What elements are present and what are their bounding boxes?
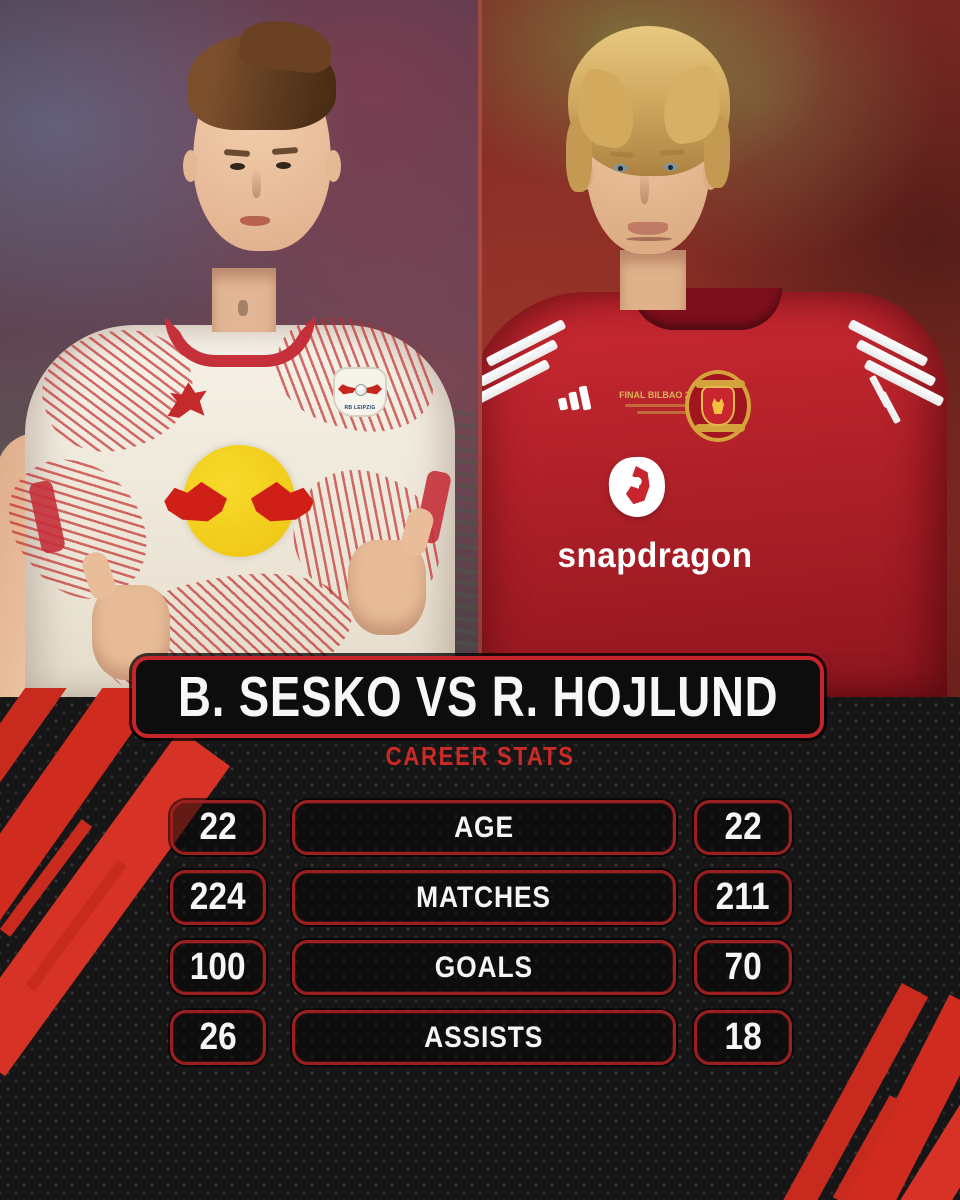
match-detail-bar	[625, 404, 699, 407]
photo-divider	[478, 0, 482, 697]
red-bull-left	[164, 481, 227, 522]
right-stat-value-pill: 70	[694, 940, 792, 995]
stat-label-pill: AGE	[292, 800, 676, 855]
stat-label: MATCHES	[416, 880, 552, 914]
stat-label: AGE	[454, 810, 514, 844]
pupil	[618, 166, 623, 171]
stat-value: 211	[716, 876, 770, 918]
left-stat-value-pill: 100	[170, 940, 266, 995]
crest-label: RB LEIPZIG	[344, 405, 376, 411]
right-player-jersey: FINAL BILBAO 2025 snapdragon	[482, 288, 947, 697]
right-player-neck	[620, 250, 686, 310]
snapdragon-wordmark: snapdragon	[557, 536, 753, 575]
right-stat-value-pill: 22	[694, 800, 792, 855]
right-stat-value-pill: 211	[694, 870, 792, 925]
mouth	[628, 222, 668, 235]
right-player-photo: FINAL BILBAO 2025 snapdragon	[482, 0, 960, 697]
eye	[230, 163, 245, 170]
crest-devil	[712, 398, 724, 414]
crest-shield	[701, 386, 735, 426]
stat-label-pill: MATCHES	[292, 870, 676, 925]
adidas-logo-icon	[568, 391, 580, 411]
red-bull-logo-icon	[164, 445, 295, 557]
stat-value: 224	[190, 876, 246, 918]
lip-shadow	[626, 237, 672, 241]
section-subtitle: CAREER STATS	[385, 741, 575, 771]
pupil	[668, 165, 673, 170]
stat-label-pill: GOALS	[292, 940, 676, 995]
adidas-logo-icon	[557, 397, 569, 411]
match-label: FINAL BILBAO 2025	[619, 390, 705, 400]
manchester-united-crest-icon	[685, 370, 751, 442]
stat-label: ASSISTS	[424, 1020, 544, 1054]
eye	[664, 163, 677, 171]
left-stat-value-pill: 26	[170, 1010, 266, 1065]
snapdragon-logo-icon	[607, 455, 667, 519]
adidas-logo-icon	[578, 385, 592, 411]
stat-value: 100	[190, 946, 246, 988]
stat-label-pill: ASSISTS	[292, 1010, 676, 1065]
left-player-photo: RB LEIPZIG	[0, 0, 478, 697]
red-slashes-left-decoration	[0, 688, 230, 1077]
red-slashes-right-decoration	[783, 982, 960, 1200]
crest-bull	[338, 384, 356, 395]
sleeve-sponsor-logo-icon	[878, 390, 902, 425]
left-stat-value-pill: 224	[170, 870, 266, 925]
neck-tattoo	[238, 300, 248, 316]
nose	[252, 168, 261, 198]
rb-leipzig-crest-icon: RB LEIPZIG	[333, 367, 387, 417]
stat-label: GOALS	[434, 950, 534, 984]
mouth	[240, 216, 270, 226]
stat-value: 22	[724, 806, 762, 848]
right-stat-value-pill: 18	[694, 1010, 792, 1065]
crest-banner	[695, 380, 745, 388]
page-title: B. SESKO VS R. HOJLUND	[177, 665, 779, 729]
eye	[614, 164, 627, 172]
nose	[640, 170, 649, 204]
ear	[183, 150, 198, 182]
ear	[326, 150, 341, 182]
stat-value: 18	[724, 1016, 762, 1058]
match-detail-bar	[637, 411, 687, 414]
crest-banner	[695, 424, 745, 432]
stat-value: 26	[199, 1016, 237, 1058]
eye	[276, 162, 291, 169]
stat-value: 70	[724, 946, 762, 988]
left-player-jersey: RB LEIPZIG	[0, 303, 463, 697]
stat-value: 22	[199, 806, 237, 848]
crest-ball	[355, 384, 367, 396]
subtitle-wrap: CAREER STATS	[0, 741, 960, 772]
left-stat-value-pill: 22	[170, 800, 266, 855]
title-banner: B. SESKO VS R. HOJLUND	[132, 656, 824, 738]
